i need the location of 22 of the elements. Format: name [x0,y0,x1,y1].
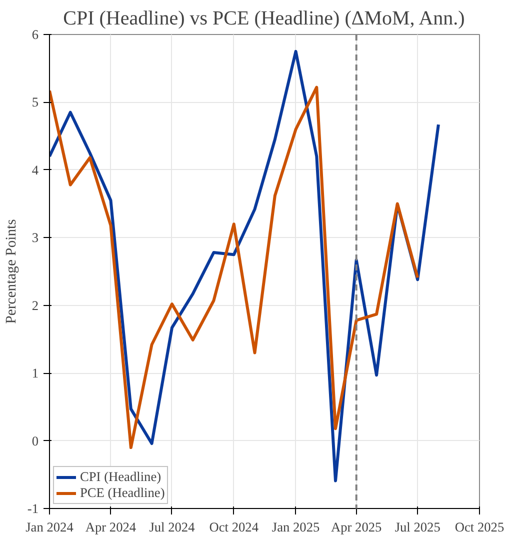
x-tick-label: Apr 2024 [85,520,136,534]
x-tick-label: Oct 2025 [454,520,504,534]
x-tick-label: Jul 2024 [149,520,196,534]
y-tick-label: 0 [32,433,39,448]
x-tick-label: Oct 2024 [209,520,259,534]
y-tick-label: 4 [32,162,39,178]
legend-label: PCE (Headline) [80,485,165,501]
y-tick-label: 6 [32,27,39,42]
y-tick-label: 3 [32,230,39,246]
y-tick-label: 2 [32,298,39,313]
x-tick-label: Jan 2025 [272,520,320,534]
legend-label: CPI (Headline) [80,469,162,485]
y-tick-label: 1 [32,366,39,381]
x-tick-label: Apr 2025 [330,520,382,534]
x-tick-label: Jul 2025 [394,520,441,534]
x-tick-label: Jan 2024 [26,520,74,534]
y-tick-label: -1 [27,501,39,516]
line-series [50,50,440,482]
line-series [50,86,420,450]
y-tick-label: 5 [32,94,39,110]
chart-title: CPI (Headline) vs PCE (Headline) (ΔMoM, Ann.) [63,8,465,30]
y-axis-title: Percentage Points [3,218,20,324]
